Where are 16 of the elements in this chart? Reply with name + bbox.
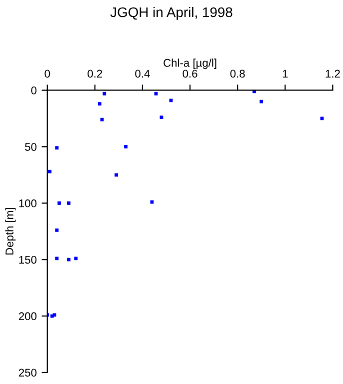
x-tick-label: 0.6 [182, 70, 198, 78]
y-tick-label: 150 [19, 256, 36, 264]
y-tick-label: 50 [25, 142, 36, 151]
y-tick-label: 200 [18, 312, 36, 320]
y-axis-title: Depth [m] [5, 208, 16, 255]
x-tick-label: 0.2 [88, 70, 102, 78]
chart-title: JGQH in April, 1998 [110, 6, 232, 20]
x-axis-title: Chl-a [µg/l] [164, 58, 216, 69]
x-tick-label: 0 [44, 70, 50, 78]
y-tick-label: 250 [18, 368, 36, 377]
y-tick-label: 0 [31, 86, 36, 94]
x-tick-label: 0.8 [230, 70, 245, 78]
x-tick-label: 1.2 [326, 70, 340, 78]
y-tick-label: 100 [19, 199, 36, 208]
x-tick-label: 0.4 [135, 70, 150, 78]
x-tick-label: 1 [282, 70, 288, 78]
